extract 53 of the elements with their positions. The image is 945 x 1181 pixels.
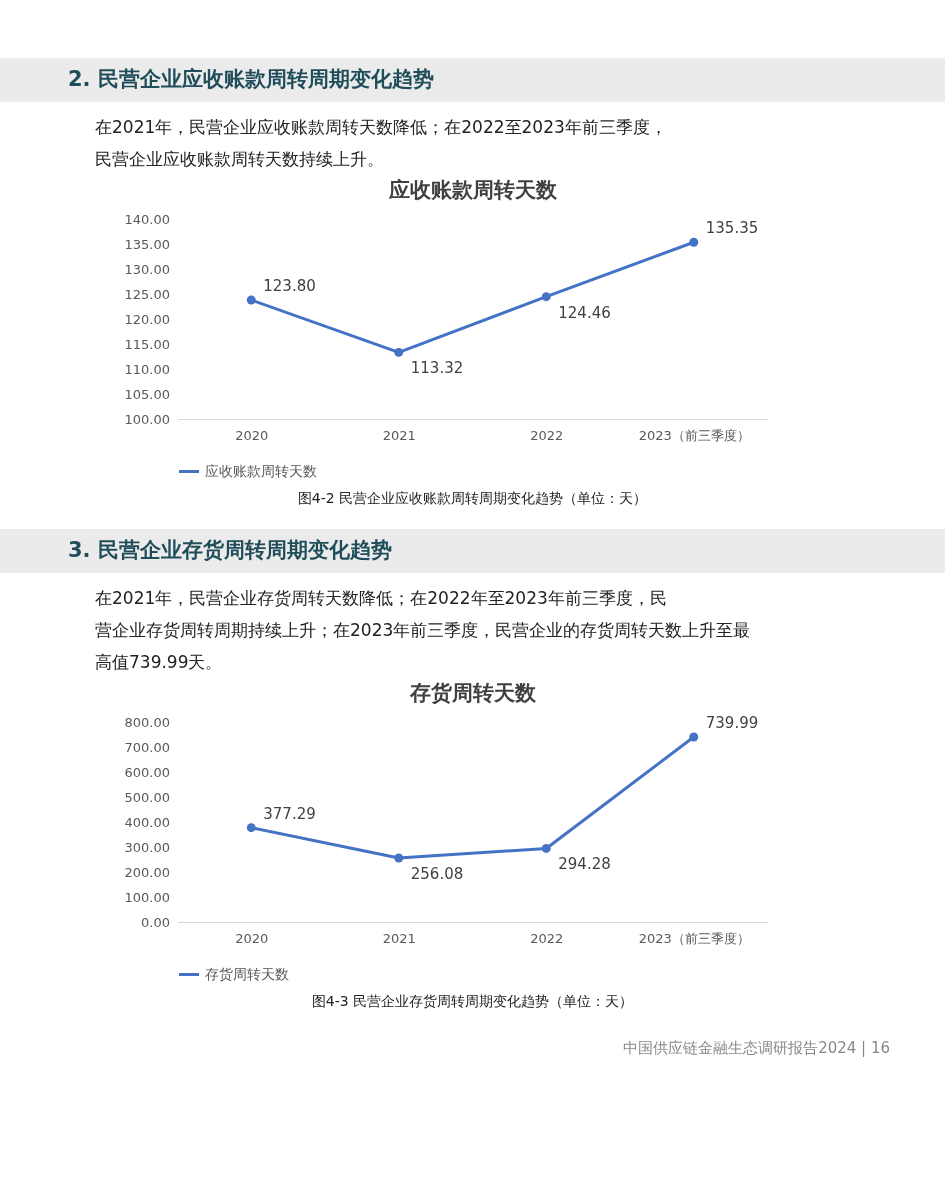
y-tick-label: 600.00 <box>124 764 170 780</box>
data-label: 739.99 <box>705 714 759 732</box>
point <box>689 732 699 742</box>
text: 在2021年，民营企业存货周转天数降低；在2022年至2023年前三季度，民营企业存货周转周期持续上升；在2023年前三季度，民营企业的存货周转天数上升至最高值739.99天。 <box>95 588 751 672</box>
point <box>541 292 551 302</box>
x-tick-label: 2023（前三季度） <box>638 930 750 946</box>
x-tick-label: 2021 <box>382 427 416 443</box>
y-tick-label: 110.00 <box>124 361 170 377</box>
y-tick-label: 115.00 <box>124 336 170 352</box>
caption: 图4-3 民营企业存货周转周期变化趋势（单位：天） <box>311 993 634 1009</box>
legend-label: 存货周转天数 <box>204 965 289 982</box>
data-label: 256.08 <box>410 864 464 883</box>
y-tick-label: 105.00 <box>124 386 170 402</box>
y-tick-label: 140.00 <box>124 211 170 227</box>
y-tick-label: 0.00 <box>141 914 170 930</box>
chart-title: 存货周转天数 <box>408 681 537 705</box>
data-label: 135.35 <box>705 219 759 238</box>
y-tick-label: 400.00 <box>124 814 170 830</box>
y-tick-label: 800.00 <box>124 714 170 730</box>
point <box>394 853 404 863</box>
y-tick-label: 300.00 <box>124 839 170 855</box>
text: 2. 民营企业应收账款周转周期变化趋势 <box>68 67 434 91</box>
x-tick-label: 2022 <box>530 930 564 946</box>
text: 中国供应链金融生态调研报告2024 | 16 <box>623 1039 890 1057</box>
y-tick-label: 130.00 <box>124 261 170 277</box>
y-tick-label: 700.00 <box>124 739 170 755</box>
x-tick-label: 2020 <box>235 427 269 443</box>
y-tick-label: 200.00 <box>124 864 170 880</box>
x-tick-label: 2023（前三季度） <box>638 427 750 443</box>
legend-label: 应收账款周转天数 <box>204 462 317 479</box>
y-tick-label: 100.00 <box>124 889 170 905</box>
chart-title: 应收账款周转天数 <box>387 178 558 202</box>
text: 在2021年，民营企业应收账款周转天数降低；在2022至2023年前三季度，民营企业应收账款周转天数持续上升。 <box>95 117 667 169</box>
data-label: 294.28 <box>558 855 611 874</box>
data-label: 113.32 <box>410 359 464 378</box>
x-tick-label: 2021 <box>382 930 416 946</box>
y-tick-label: 500.00 <box>124 789 170 805</box>
x-tick-label: 2022 <box>530 427 564 443</box>
x-tick-label: 2020 <box>235 930 269 946</box>
text: 3. 民营企业存货周转周期变化趋势 <box>68 538 392 562</box>
point <box>394 347 404 357</box>
point <box>246 823 256 833</box>
point <box>689 237 699 247</box>
y-tick-label: 125.00 <box>124 286 170 302</box>
data-label: 124.46 <box>558 303 611 322</box>
data-label: 377.29 <box>263 804 316 823</box>
y-tick-label: 135.00 <box>124 236 170 252</box>
caption: 图4-2 民营企业应收账款周转周期变化趋势（单位：天） <box>297 490 648 506</box>
y-tick-label: 120.00 <box>124 311 170 327</box>
data-label: 123.80 <box>263 277 316 295</box>
point <box>246 295 256 305</box>
point <box>541 843 551 853</box>
y-tick-label: 100.00 <box>124 411 170 427</box>
